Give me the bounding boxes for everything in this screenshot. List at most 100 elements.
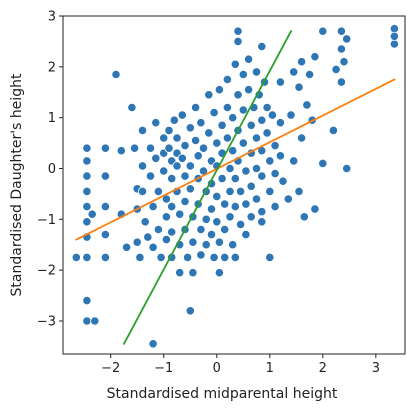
y-axis-label: Standardised Daughter's height [9, 73, 25, 296]
scatter-point-35 [148, 202, 158, 212]
scatter-point-147 [251, 194, 262, 204]
x-tick-label-1: −1 [154, 361, 173, 376]
scatter-point-195 [389, 39, 399, 49]
scatter-point-63 [175, 268, 185, 278]
x-axis-label: Standardised midparental height [107, 386, 338, 402]
scatter-point-68 [180, 196, 190, 207]
plot-frame [62, 15, 406, 355]
scatter-point-180 [304, 69, 315, 80]
scatter-point-52 [167, 174, 177, 184]
scatter-point-132 [238, 69, 248, 80]
scatter-point-73 [185, 184, 195, 194]
scatter-point-111 [220, 252, 230, 262]
y-tick-label-4: 1 [48, 111, 56, 126]
scatter-point-5 [82, 202, 92, 212]
scatter-point-120 [228, 146, 238, 156]
scatter-point-103 [214, 237, 224, 247]
scatter-point-72 [185, 161, 195, 171]
scatter-point-171 [286, 110, 296, 120]
scatter-point-64 [177, 110, 187, 120]
scatter-point-109 [220, 199, 230, 209]
scatter-point-170 [283, 194, 293, 204]
scatter-point-196 [389, 31, 399, 41]
scatter-point-135 [241, 166, 251, 176]
scatter-point-70 [183, 252, 193, 262]
scatter-point-54 [167, 227, 177, 237]
scatter-point-29 [137, 161, 148, 171]
scatter-point-19 [116, 146, 126, 156]
y-tick-label-0: −3 [37, 314, 56, 329]
scatter-point-56 [169, 115, 179, 125]
scatter-point-75 [188, 237, 198, 247]
scatter-point-53 [167, 202, 177, 212]
scatter-point-99 [212, 138, 222, 148]
scatter-point-178 [299, 212, 309, 222]
x-tick-label-4: 2 [319, 361, 327, 376]
scatter-point-113 [222, 102, 232, 113]
scatter-point-139 [244, 85, 254, 95]
scatter-point-175 [294, 82, 304, 92]
scatter-point-134 [238, 138, 248, 148]
scatter-point-15 [100, 202, 111, 212]
scatter-point-76 [188, 268, 198, 278]
y-tick-label-2: −1 [37, 213, 56, 228]
scatter-point-164 [270, 169, 280, 179]
scatter-point-45 [159, 166, 169, 176]
scatter-point-108 [217, 174, 227, 184]
x-tick-label-3: 1 [266, 361, 274, 376]
scatter-point-79 [193, 151, 203, 161]
scatter-point-8 [82, 252, 92, 262]
scatter-point-97 [209, 252, 219, 262]
scatter-point-106 [217, 120, 227, 130]
scatter-point-154 [257, 217, 267, 227]
regression-line [75, 78, 396, 241]
y-tick-label-5: 2 [48, 60, 56, 75]
scatter-point-77 [191, 102, 201, 113]
scatter-point-193 [342, 34, 352, 44]
scatter-point-173 [289, 67, 299, 77]
scatter-point-96 [206, 230, 217, 240]
scatter-point-16 [100, 230, 111, 240]
axes: −2 −1 0 1 2 3 −3 −2 −1 0 1 2 3 [37, 10, 406, 376]
scatter-point-36 [148, 242, 158, 252]
scatter-point-32 [143, 232, 153, 242]
x-tick-label-0: −2 [101, 361, 120, 376]
scatter-point-166 [275, 118, 285, 128]
scatter-point-21 [122, 242, 132, 252]
scatter-point-179 [302, 100, 312, 110]
scatter-point-143 [246, 212, 256, 222]
scatter-point-177 [296, 57, 307, 67]
scatter-point-42 [156, 252, 166, 262]
scatter-point-189 [336, 44, 346, 54]
scatter-point-66 [180, 141, 190, 151]
scatter-point-89 [201, 240, 211, 250]
scatter-point-92 [204, 128, 214, 138]
scatter-point-41 [153, 224, 163, 235]
sd-line [122, 29, 293, 346]
fit-lines [75, 29, 396, 346]
scatter-point-0 [71, 252, 81, 262]
scatter-point-65 [177, 153, 187, 163]
scatter-point-182 [310, 204, 320, 214]
scatter-point-122 [230, 202, 240, 212]
scatter-point-152 [257, 171, 267, 181]
y-tick-label-6: 3 [48, 10, 56, 25]
scatter-point-67 [180, 171, 190, 181]
scatter-point-117 [225, 212, 235, 222]
scatter-point-146 [251, 163, 262, 174]
x-tick-label-2: 0 [213, 361, 221, 376]
scatter-point-119 [228, 113, 238, 123]
scatter-point-176 [296, 133, 307, 143]
scatter-point-161 [265, 252, 275, 262]
scatter-point-11 [87, 209, 97, 219]
scatter-point-13 [100, 143, 111, 153]
scatter-point-148 [251, 67, 262, 77]
scatter-point-150 [257, 115, 267, 125]
scatter-point-37 [148, 339, 158, 349]
scatter-point-27 [135, 252, 145, 262]
scatter-point-1 [82, 143, 92, 153]
scatter-point-116 [225, 186, 235, 196]
scatter-point-22 [127, 102, 137, 113]
scatter-point-30 [137, 186, 148, 196]
